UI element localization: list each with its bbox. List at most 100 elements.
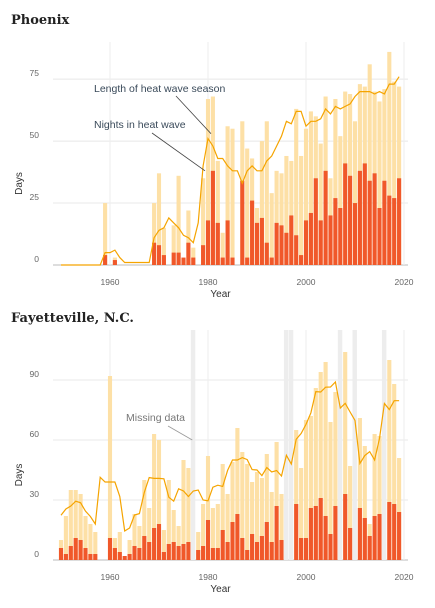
phoenix-nights-bar	[176, 252, 181, 265]
fayetteville-nights-bar	[269, 542, 274, 560]
phoenix-nights-bar	[397, 178, 402, 265]
fayetteville-season-bar	[83, 516, 88, 560]
panel-title-fayetteville: Fayetteville, N.C.	[11, 311, 134, 326]
fayetteville-season-bar	[137, 526, 142, 560]
fayetteville-season-bar	[318, 372, 323, 560]
fayetteville-season-bar	[220, 464, 225, 560]
fayetteville-nights-bar	[397, 512, 402, 560]
fayetteville-season-bar	[333, 392, 338, 560]
fayetteville-season-bar	[215, 504, 220, 560]
fayetteville-annotation-missing-leader	[167, 425, 193, 441]
phoenix-season-bar	[245, 148, 250, 265]
fayetteville-x-tick-label: 1980	[199, 572, 218, 582]
fayetteville-nights-bar	[205, 520, 211, 560]
phoenix-season-bar	[338, 136, 343, 265]
phoenix-season-bar	[152, 203, 157, 265]
phoenix-nights-bar	[210, 170, 215, 265]
fayetteville-nights-bar	[367, 536, 372, 560]
phoenix-season-bar	[201, 178, 206, 265]
fayetteville-plot: 0 30 60 90 1960 1980 2000 2020 Year Days Missing d…	[14, 330, 414, 595]
fayetteville-nights-bar	[313, 506, 318, 560]
fayetteville-nights-bar	[328, 534, 333, 560]
fayetteville-nights-bar	[259, 536, 264, 560]
phoenix-season-bar	[308, 111, 313, 265]
fayetteville-x-tick-label: 2000	[297, 572, 316, 582]
fayetteville-season-bar	[254, 472, 260, 560]
fayetteville-nights-bar	[78, 540, 83, 560]
fayetteville-season-bar	[357, 418, 362, 560]
fayetteville-season-bar	[274, 442, 279, 560]
phoenix-annotation-season: Length of heat wave season	[94, 83, 226, 95]
fayetteville-nights-bar	[122, 556, 127, 560]
phoenix-season-bar	[289, 160, 294, 265]
phoenix-season-bar	[176, 175, 181, 265]
fayetteville-season-bar	[152, 434, 157, 560]
phoenix-season-bar	[318, 143, 323, 265]
phoenix-nights-bar	[303, 220, 309, 265]
fayetteville-season-bar	[88, 524, 93, 560]
fayetteville-nights-bar	[264, 522, 269, 560]
fayetteville-season-bar	[127, 540, 132, 560]
fayetteville-season-bar	[181, 460, 186, 560]
fayetteville-season-bar	[161, 530, 166, 560]
fayetteville-nights-bar	[137, 548, 142, 560]
fayetteville-nights-bar	[112, 548, 117, 560]
fayetteville-nights-bar	[308, 508, 313, 560]
phoenix-nights-bar	[357, 170, 362, 265]
fayetteville-season-bar	[269, 492, 274, 560]
fayetteville-season-bar	[107, 376, 113, 560]
phoenix-season-bar	[191, 247, 196, 265]
fayetteville-nights-bar	[142, 536, 147, 560]
fayetteville-season-bar	[313, 388, 318, 560]
fayetteville-season-bar	[63, 516, 68, 560]
phoenix-season-bar	[299, 155, 304, 265]
phoenix-nights-bar	[269, 257, 274, 265]
phoenix-nights-bar	[289, 215, 294, 265]
phoenix-season-bar	[333, 98, 338, 265]
phoenix-y-tick-label: 0	[34, 254, 39, 264]
fayetteville-nights-bar	[93, 554, 98, 560]
fayetteville-season-bar	[387, 360, 392, 560]
fayetteville-x-tick-label: 1960	[101, 572, 120, 582]
fayetteville-nights-bar	[220, 530, 225, 560]
phoenix-season-bar	[171, 225, 176, 265]
fayetteville-nights-bar	[225, 542, 230, 560]
fayetteville-season-bar	[259, 478, 264, 560]
fayetteville-nights-bar	[245, 550, 250, 560]
phoenix-season-bar	[294, 108, 299, 266]
fayetteville-nights-bar	[117, 552, 122, 560]
fayetteville-season-bar	[299, 468, 304, 560]
fayetteville-nights-bar	[230, 522, 235, 560]
phoenix-nights-bar	[191, 257, 196, 265]
fayetteville-season-bar	[308, 416, 313, 560]
phoenix-season-bar	[279, 173, 284, 265]
fayetteville-season-bar	[171, 510, 176, 560]
fayetteville-season-bar	[93, 532, 98, 560]
fayetteville-season-bar	[201, 504, 206, 560]
fayetteville-nights-bar	[235, 514, 240, 560]
fayetteville-nights-bar	[73, 538, 78, 560]
phoenix-season-bar	[367, 64, 372, 265]
fayetteville-missing-data-band	[381, 330, 387, 560]
phoenix-nights-bar	[264, 242, 269, 265]
fayetteville-nights-bar	[171, 542, 176, 560]
fayetteville-season-bar	[377, 436, 382, 560]
fayetteville-nights-bar	[127, 554, 132, 560]
fayetteville-nights-bar	[176, 546, 181, 560]
phoenix-nights-bar	[186, 242, 191, 265]
fayetteville-nights-bar	[254, 542, 260, 560]
fayetteville-season-bar	[343, 352, 348, 560]
phoenix-season-bar	[387, 51, 392, 266]
phoenix-x-tick-label: 2000	[297, 277, 316, 287]
phoenix-x-axis-label: Year	[210, 289, 231, 300]
phoenix-nights-bar	[362, 163, 367, 265]
phoenix-nights-bar	[372, 173, 377, 265]
fayetteville-missing-data-band	[352, 330, 357, 560]
phoenix-nights-bar	[245, 257, 250, 265]
phoenix-nights-bar	[313, 178, 318, 265]
fayetteville-season-bar	[294, 430, 299, 560]
fayetteville-nights-bar	[250, 534, 255, 560]
phoenix-season-bar	[220, 232, 225, 265]
fayetteville-nights-bar	[362, 518, 367, 560]
